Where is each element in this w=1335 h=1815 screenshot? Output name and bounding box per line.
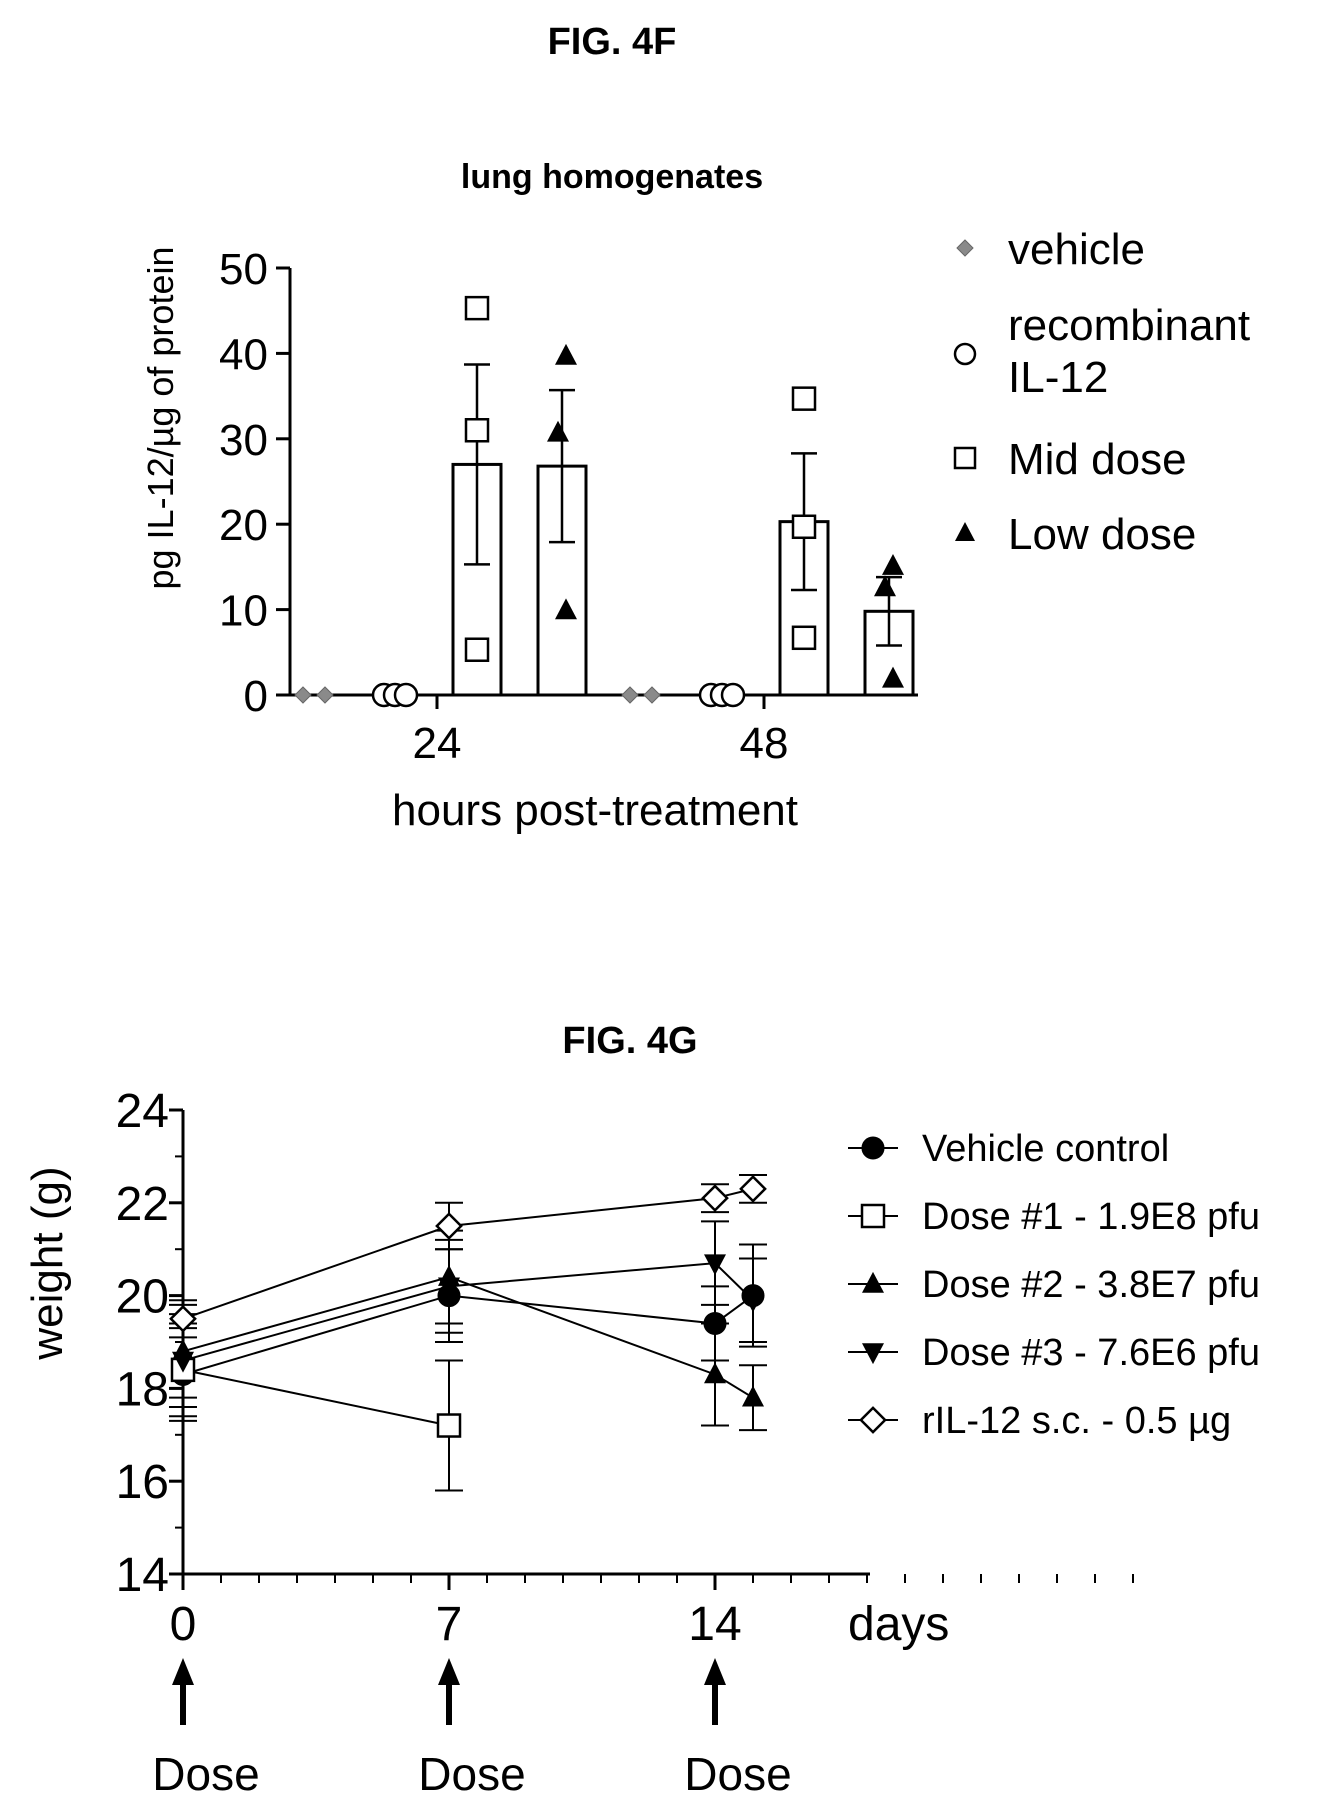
data-point	[555, 598, 577, 620]
figure-4g: FIG. 4G weight (g) 14 16 18 20 22 24 0 7 14 day…	[23, 1020, 1260, 1800]
y-tick-label: 50	[219, 245, 268, 294]
y-tick-label: 18	[116, 1363, 169, 1416]
data-point	[438, 1277, 460, 1299]
data-point	[791, 514, 817, 540]
series-line	[182, 1368, 450, 1427]
chart-4f-x-axis-label: hours post-treatment	[392, 786, 798, 835]
data-point	[436, 1413, 462, 1438]
data-point	[316, 686, 334, 704]
chart-4f-y-ticks: 0 10 20 30 40 50	[219, 245, 290, 721]
legend-marker	[956, 239, 974, 257]
legend-marker	[860, 1203, 886, 1229]
chart-4f-title: lung homogenates	[461, 158, 763, 196]
data-point	[464, 418, 490, 443]
dose-arrow-head	[172, 1658, 194, 1685]
y-tick-label: 0	[244, 672, 268, 721]
legend-label: Mid dose	[1008, 435, 1187, 484]
data-point	[882, 666, 904, 688]
data-point	[791, 625, 817, 651]
legend-marker	[861, 1136, 885, 1160]
legend-label: Dose #2 - 3.8E7 pfu	[922, 1264, 1260, 1306]
data-point	[720, 682, 746, 708]
y-tick-label: 22	[116, 1178, 169, 1231]
legend-marker	[953, 446, 977, 470]
legend-label: recombinant IL-12	[1008, 301, 1250, 402]
x-tick-label: 48	[740, 719, 789, 768]
data-point	[704, 1362, 726, 1384]
chart-4f-points	[294, 295, 904, 708]
series-line	[182, 1187, 754, 1320]
y-tick-label: 40	[219, 330, 268, 379]
data-point	[621, 686, 639, 704]
chart-4g-legend: Vehicle control Dose #1 - 1.9E8 pfu Dose #…	[848, 1128, 1260, 1442]
dose-arrow-head	[704, 1658, 726, 1685]
data-point	[704, 1254, 726, 1276]
data-point	[169, 1304, 197, 1333]
data-point	[742, 1291, 764, 1313]
data-point	[464, 295, 490, 321]
y-tick-label: 20	[219, 501, 268, 550]
y-tick-label: 14	[116, 1549, 169, 1602]
x-tick-label: 7	[436, 1598, 463, 1651]
series-line	[182, 1275, 754, 1399]
data-point	[643, 686, 661, 704]
data-point	[435, 1212, 463, 1240]
data-point	[464, 637, 490, 662]
chart-4f-legend: vehicle recombinant IL-12 Mid dose Low dose	[953, 225, 1250, 559]
figure-4f-label: FIG. 4F	[548, 21, 677, 63]
chart-4f-y-axis-label: pg IL-12/µg of protein	[140, 247, 181, 590]
dose-label: Dose	[418, 1748, 525, 1800]
y-tick-label: 10	[219, 587, 268, 636]
data-point	[874, 575, 896, 597]
legend-marker	[862, 1271, 884, 1293]
legend-marker	[955, 522, 975, 541]
data-point	[393, 682, 419, 708]
data-point	[547, 420, 569, 442]
chart-4g-y-axis-label: weight (g)	[23, 1166, 72, 1360]
chart-4f-bars	[290, 363, 915, 697]
legend-label: rIL-12 s.c. - 0.5 µg	[922, 1400, 1231, 1442]
legend-label: Low dose	[1008, 510, 1196, 559]
legend-marker	[953, 342, 977, 366]
data-point	[703, 1311, 727, 1335]
legend-label: Dose #3 - 7.6E6 pfu	[922, 1332, 1260, 1374]
y-tick-label: 24	[116, 1085, 169, 1138]
series-line	[182, 1294, 754, 1376]
y-tick-label: 30	[219, 416, 268, 465]
data-point	[791, 386, 817, 411]
data-point	[555, 343, 577, 365]
figure-4g-label: FIG. 4G	[562, 1020, 697, 1062]
data-point	[172, 1351, 194, 1373]
dose-label: Dose	[684, 1748, 791, 1800]
data-point	[739, 1175, 767, 1203]
bar	[536, 464, 588, 697]
legend-label: Dose #1 - 1.9E8 pfu	[922, 1196, 1260, 1238]
figure-4f: FIG. 4F lung homogenates pg IL-12/µg of …	[140, 21, 1250, 835]
series-line	[182, 1262, 754, 1362]
y-tick-label: 20	[116, 1271, 169, 1324]
legend-label: Vehicle control	[922, 1128, 1169, 1170]
chart-4g-dose-annotations: Dose Dose Dose	[152, 1658, 792, 1800]
chart-4g-series	[169, 1173, 767, 1492]
data-point	[742, 1385, 764, 1407]
x-tick-label: 0	[170, 1598, 197, 1651]
chart-4f-x-ticks: 24 48	[413, 695, 789, 768]
chart-4g-x-ticks: 0 7 14	[170, 1574, 1134, 1651]
y-tick-label: 16	[116, 1456, 169, 1509]
dose-arrow-head	[438, 1658, 460, 1685]
x-tick-label: 14	[688, 1598, 741, 1651]
legend-label: vehicle	[1008, 225, 1145, 274]
chart-4g-y-ticks: 14 16 18 20 22 24	[116, 1085, 183, 1602]
data-point	[701, 1184, 729, 1213]
data-point	[294, 686, 312, 704]
data-point	[882, 553, 904, 575]
chart-4g-x-axis-label: days	[848, 1598, 949, 1651]
legend-marker	[862, 1343, 884, 1365]
legend-marker	[859, 1406, 887, 1434]
dose-label: Dose	[152, 1748, 259, 1800]
x-tick-label: 24	[413, 719, 462, 768]
